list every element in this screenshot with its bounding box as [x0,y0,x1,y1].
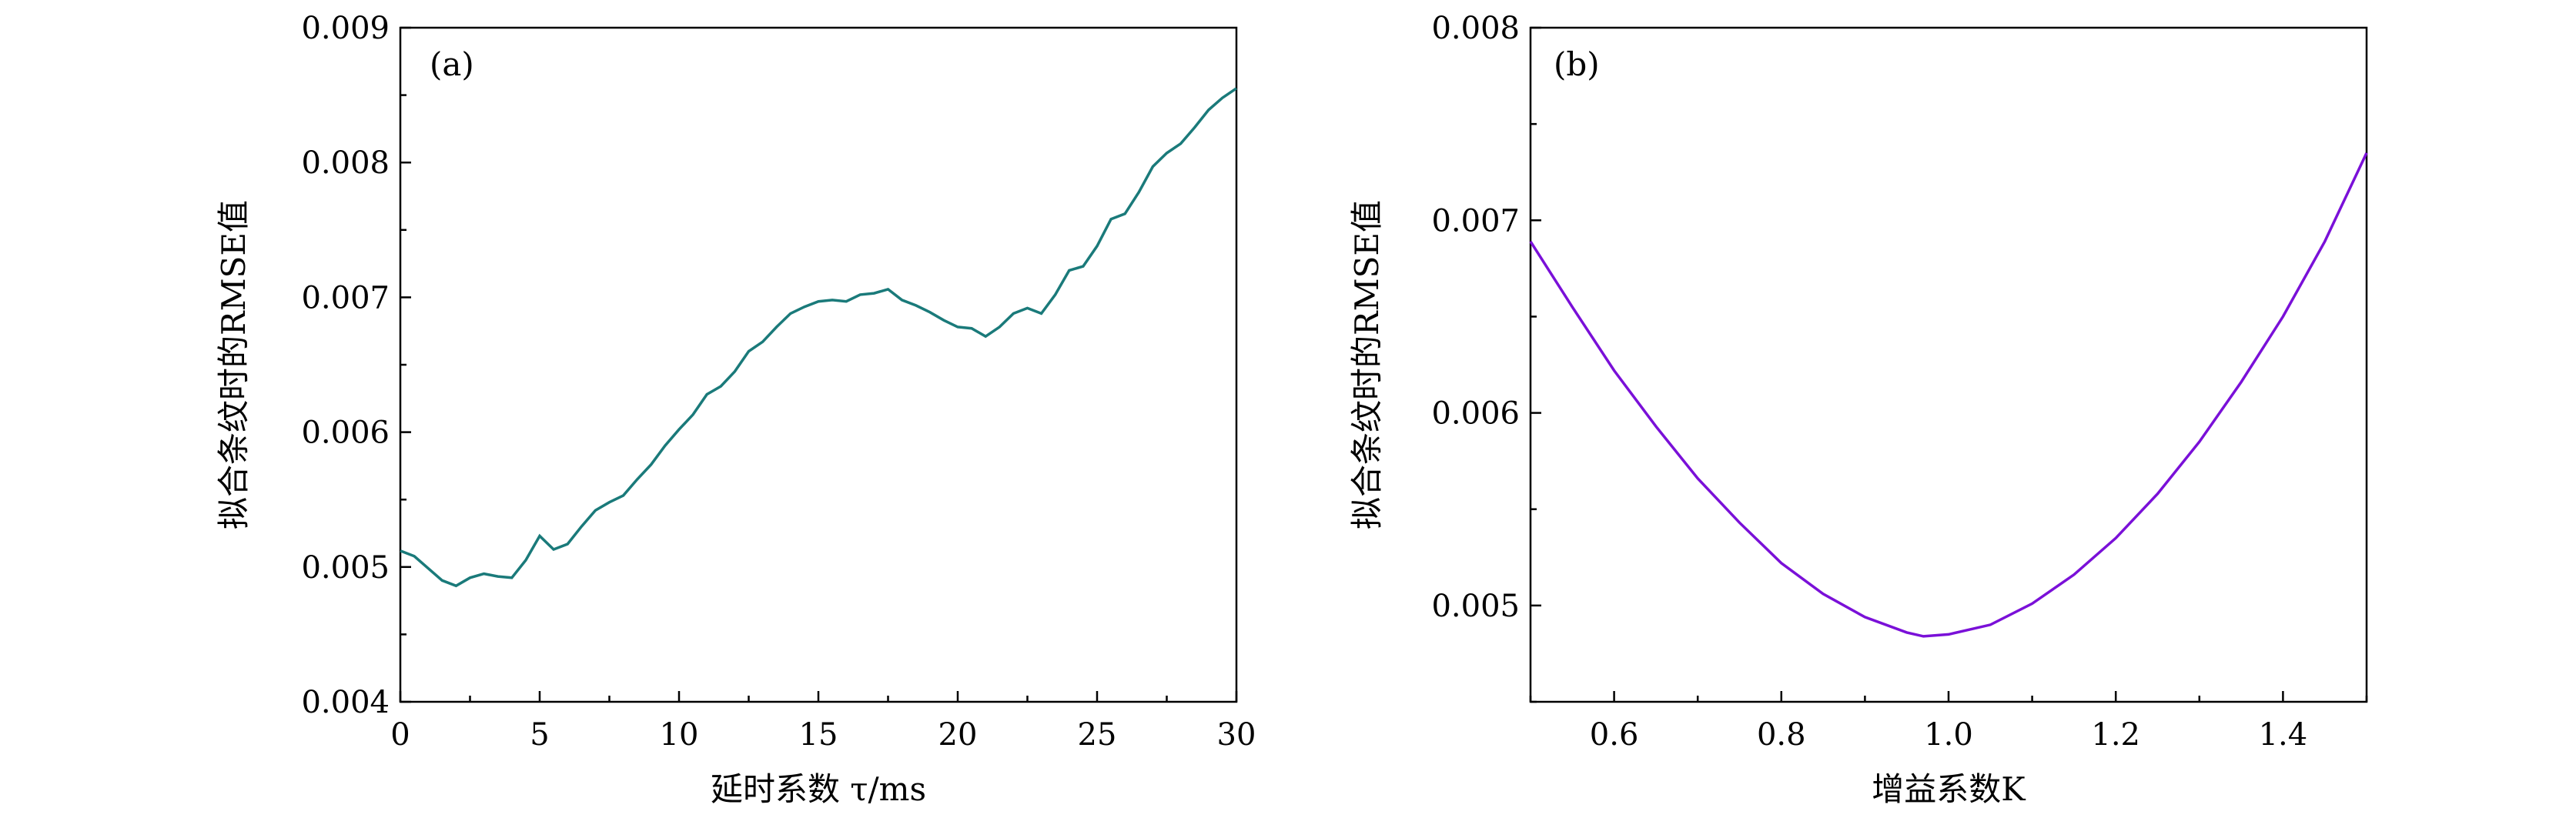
x-tick-labels-a: 0 5 10 15 20 25 30 [390,717,1256,753]
x-tick-label-b: 1.0 [1924,717,1973,753]
tick-group-a [399,26,1238,703]
x-tick-label-a: 20 [938,717,978,753]
chart-panel-a: 0 5 10 15 20 25 30 0.0040.0050.0060.0070.0080.… [215,11,1256,808]
series-line-b [1529,152,2368,638]
series-line-a [400,87,1237,588]
x-tick-label-b: 1.2 [2091,717,2140,753]
x-tick-label-a: 15 [799,717,838,753]
chart-panel-b: 0.6 0.8 1.0 1.2 1.4 0.005 0.006 0.007 0.008 (b)… [1348,11,2368,808]
x-tick-labels-b: 0.6 0.8 1.0 1.2 1.4 [1590,717,2307,753]
y-tick-label-a: 0.006 [301,416,390,451]
x-tick-label-a: 30 [1217,717,1256,753]
x-tick-label-b: 0.8 [1757,717,1806,753]
y-axis-title-a: 拟合条纹时的RMSE值 [215,200,253,529]
y-tick-label-b: 0.007 [1431,203,1520,239]
y-tick-label-b: 0.005 [1431,589,1520,624]
y-axis-title-b: 拟合条纹时的RMSE值 [1348,200,1386,529]
y-tick-label-a: 0.004 [301,685,390,720]
panel-label-a: (a) [430,45,474,83]
x-tick-label-a: 5 [530,717,549,753]
tick-group-b [1529,26,2368,703]
x-tick-label-a: 10 [660,717,699,753]
y-tick-label-a: 0.009 [301,11,390,46]
x-axis-title-b: 增益系数K [1872,770,2026,808]
plot-frame-a [399,26,1238,703]
y-tick-label-a: 0.007 [301,280,390,316]
x-tick-label-b: 1.4 [2259,717,2308,753]
y-tick-label-a: 0.005 [301,550,390,586]
x-tick-label-a: 0 [390,717,410,753]
y-tick-labels-b: 0.005 0.006 0.007 0.008 [1431,11,1520,624]
y-tick-label-b: 0.008 [1431,11,1520,46]
panel-label-b: (b) [1554,45,1600,83]
plot-frame-b [1529,26,2368,703]
y-tick-label-b: 0.006 [1431,396,1520,432]
x-tick-label-b: 0.6 [1590,717,1639,753]
y-tick-labels-a: 0.004 0.005 0.006 0.007 0.008 0.009 [301,11,390,720]
y-tick-label-a: 0.008 [301,145,390,181]
x-axis-title-a: 延时系数 τ/ms [711,770,926,808]
x-tick-label-a: 25 [1078,717,1117,753]
